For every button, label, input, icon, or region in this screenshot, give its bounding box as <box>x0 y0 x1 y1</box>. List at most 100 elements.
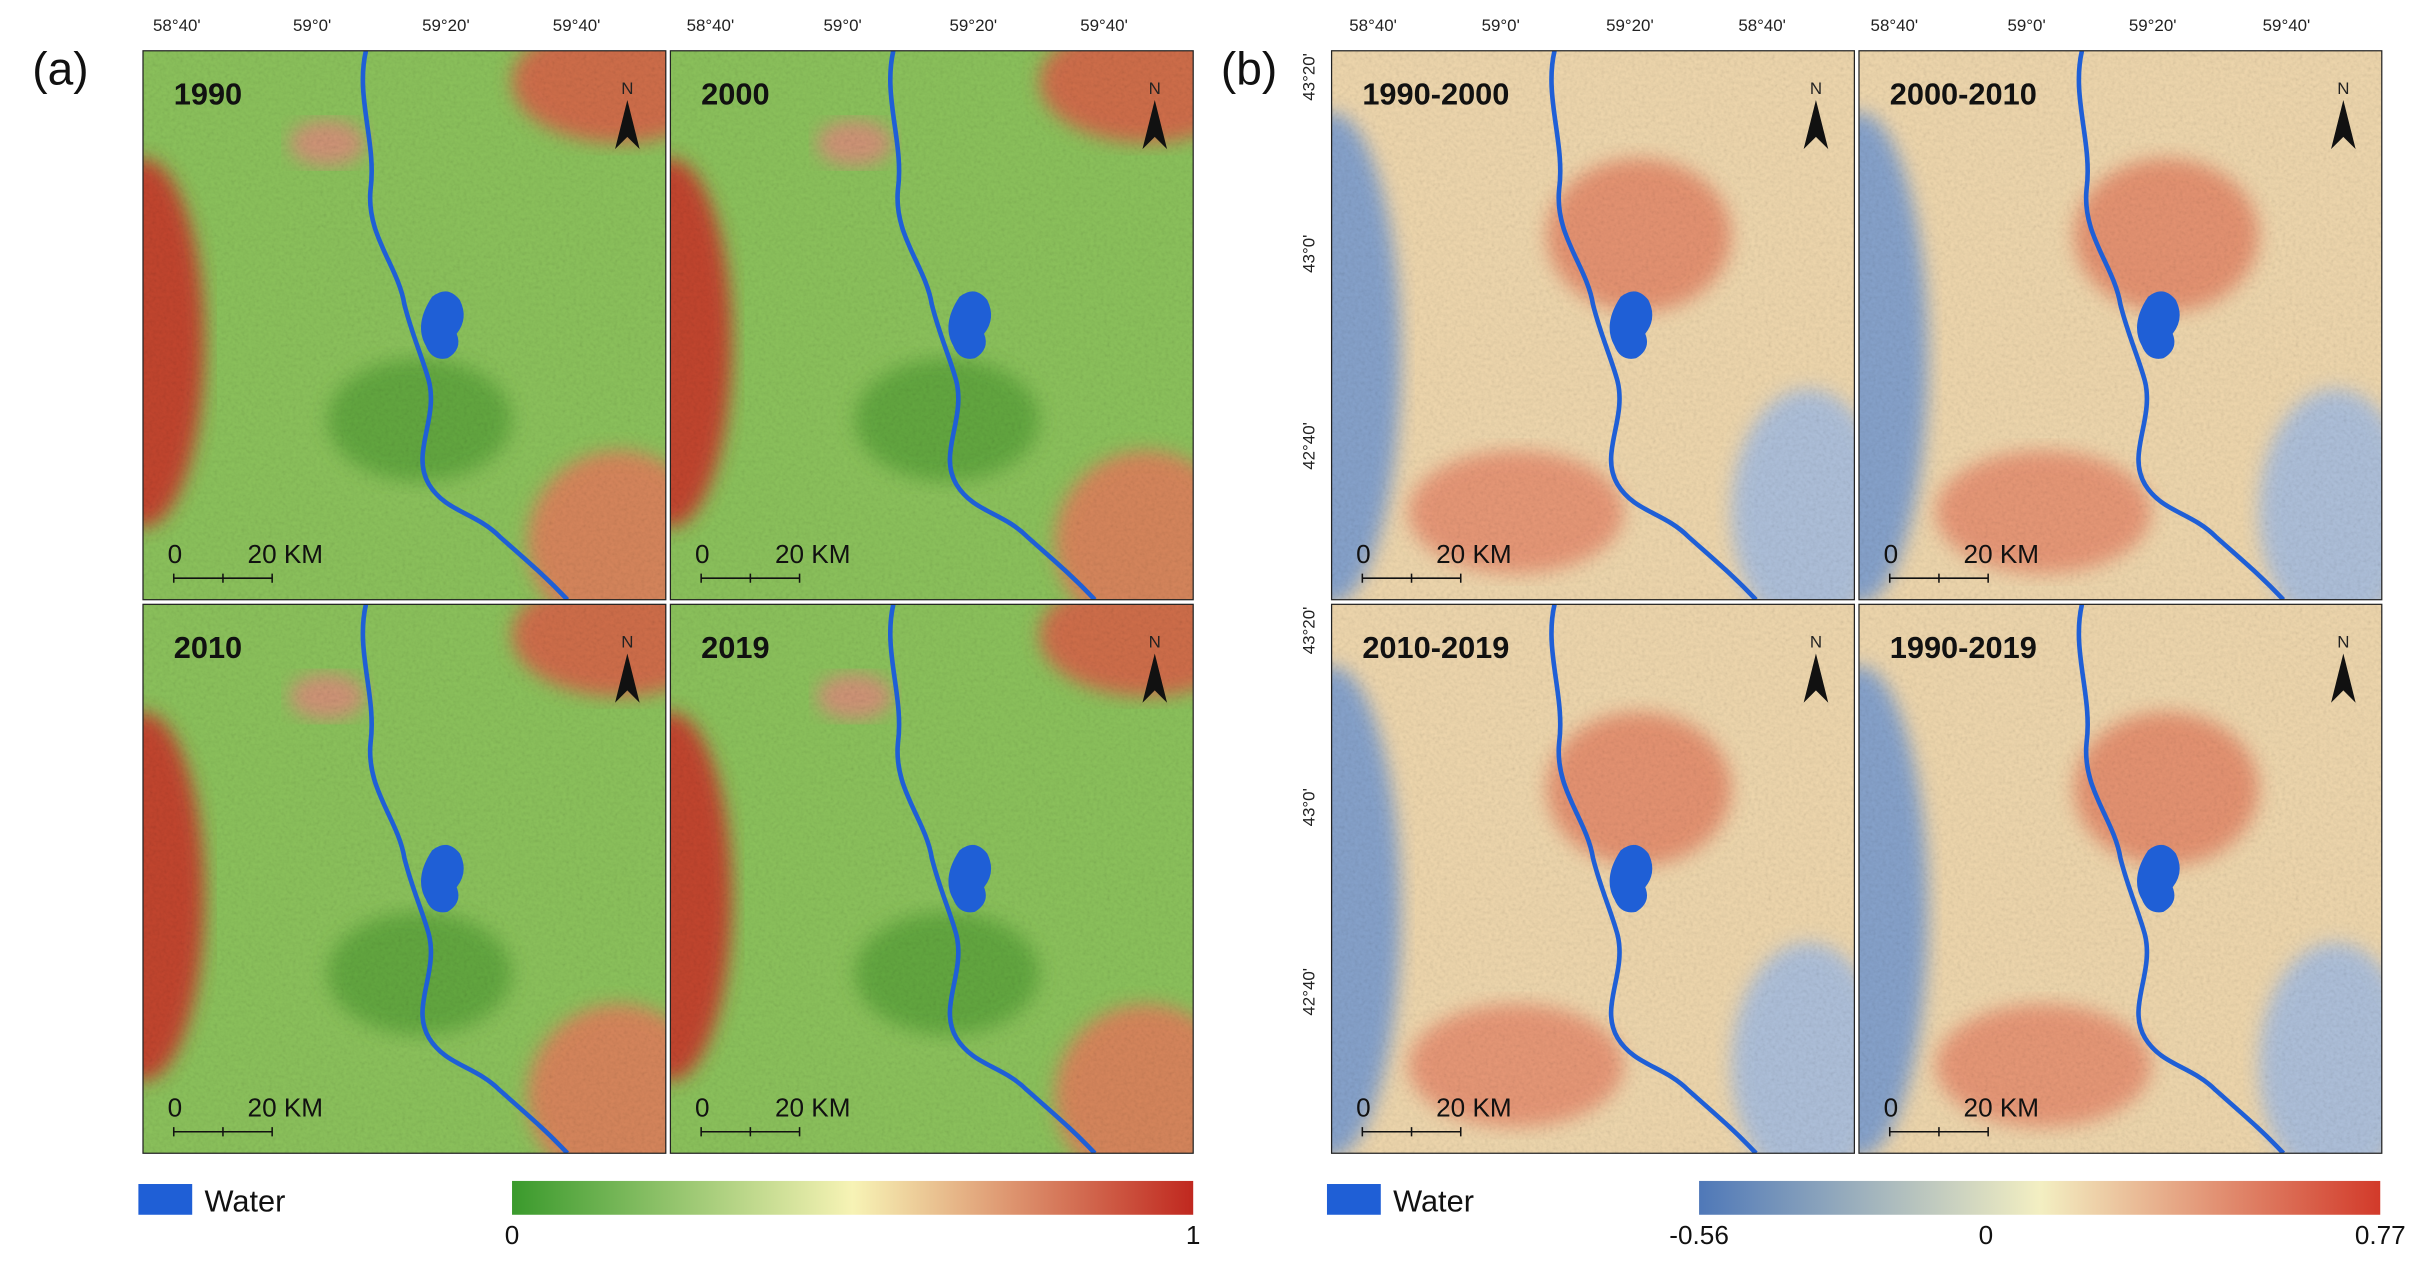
map: 1990-2019 N 0 20 KM <box>1858 604 2382 1154</box>
lat-tick: 43°0' <box>1300 788 1319 826</box>
lon-tick: 59°20' <box>2129 16 2177 35</box>
map-title: 1990 <box>174 77 242 112</box>
colorbar-tick: 0.77 <box>2355 1220 2406 1250</box>
map-texture <box>1331 604 1855 1154</box>
north-arrow <box>1142 653 1168 703</box>
north-arrow <box>1142 99 1168 150</box>
map-texture <box>142 50 666 600</box>
lat-tick: 42°40' <box>1300 968 1319 1016</box>
lake <box>948 291 992 359</box>
north-label: N <box>1810 632 1822 651</box>
map-texture <box>1858 604 2382 1154</box>
lon-tick: 59°0' <box>1482 16 1520 35</box>
scale-start: 0 <box>1356 1092 1371 1122</box>
scale-end: 20 KM <box>1964 539 2040 569</box>
scale-bar <box>700 1127 801 1137</box>
river <box>888 604 1097 1154</box>
scale-end: 20 KM <box>248 1092 324 1122</box>
north-label: N <box>2337 632 2349 651</box>
river <box>1549 604 1758 1154</box>
lake <box>1609 844 1653 913</box>
map: 2000-2010 N 0 20 KM <box>1858 50 2382 600</box>
lon-tick: 58°40' <box>687 16 735 35</box>
lat-tick: 43°20' <box>1300 53 1319 101</box>
map-title: 2000-2010 <box>1890 77 2037 112</box>
map: 1990 N 0 20 KM <box>142 50 666 600</box>
north-arrow <box>2331 653 2356 703</box>
scale-end: 20 KM <box>1436 539 1512 569</box>
lon-tick: 59°20' <box>422 16 470 35</box>
map-texture <box>670 604 1194 1154</box>
map-frame <box>1330 50 1855 601</box>
lat-tick: 43°0' <box>1300 235 1319 273</box>
lake <box>421 844 464 913</box>
river <box>360 50 570 600</box>
lon-tick: 59°0' <box>2007 16 2045 35</box>
river <box>2076 604 2286 1154</box>
north-arrow <box>1803 99 1829 150</box>
panel-label: (a) <box>32 43 88 95</box>
lon-tick: 58°40' <box>1738 16 1786 35</box>
lake <box>948 844 992 913</box>
map: 2019 N 0 20 KM <box>670 604 1194 1154</box>
lon-tick: 59°40' <box>2263 16 2311 35</box>
panel-label: (b) <box>1221 43 1277 95</box>
scale-bar <box>172 573 273 583</box>
north-label: N <box>621 79 633 98</box>
scale-bar <box>700 573 801 583</box>
lon-tick: 59°0' <box>824 16 862 35</box>
river <box>888 50 1097 600</box>
scale-start: 0 <box>168 1092 183 1122</box>
river <box>2076 50 2286 600</box>
lake <box>2136 844 2180 913</box>
scale-end: 20 KM <box>775 1092 851 1122</box>
scale-end: 20 KM <box>775 539 851 569</box>
scale-start: 0 <box>695 1092 710 1122</box>
colorbar-tick: 0 <box>1979 1220 1994 1250</box>
lon-tick: 59°0' <box>293 16 331 35</box>
scale-start: 0 <box>1884 1092 1899 1122</box>
colorbar <box>1699 1180 2381 1215</box>
scale-start: 0 <box>1356 539 1371 569</box>
north-arrow <box>615 99 640 150</box>
map-frame <box>142 50 667 601</box>
scale-end: 20 KM <box>1436 1092 1512 1122</box>
scale-end: 20 KM <box>248 539 324 569</box>
lake <box>1609 291 1653 359</box>
north-label: N <box>1810 79 1822 98</box>
water-swatch <box>1326 1184 1381 1215</box>
map: 2010 N 0 20 KM <box>142 604 666 1154</box>
colorbar-tick: -0.56 <box>1669 1220 1729 1250</box>
map-texture <box>142 604 666 1154</box>
lon-tick: 59°40' <box>553 16 601 35</box>
lon-tick: 59°20' <box>1606 16 1654 35</box>
colorbar <box>512 1180 1194 1215</box>
map-frame <box>1858 50 2383 601</box>
lake <box>2136 291 2180 359</box>
map-title: 2010-2019 <box>1362 630 1509 665</box>
map: 2010-2019 N 0 20 KM <box>1331 604 1855 1154</box>
lon-tick: 59°20' <box>950 16 998 35</box>
river <box>1549 50 1758 600</box>
scale-bar <box>1361 573 1462 583</box>
north-arrow <box>615 653 640 703</box>
map-frame <box>669 50 1194 601</box>
scale-start: 0 <box>695 539 710 569</box>
colorbar-tick: 1 <box>1186 1220 1201 1250</box>
map: 2000 N 0 20 KM <box>670 50 1194 600</box>
north-arrow <box>2331 99 2356 150</box>
map-title: 1990-2000 <box>1362 77 1509 112</box>
north-label: N <box>2337 79 2349 98</box>
water-label: Water <box>205 1184 286 1219</box>
map-frame <box>669 603 1194 1154</box>
north-label: N <box>1149 632 1161 651</box>
map-texture <box>670 50 1194 600</box>
lat-tick: 42°40' <box>1300 422 1319 470</box>
map-title: 1990-2019 <box>1890 630 2037 665</box>
lon-tick: 58°40' <box>1349 16 1397 35</box>
map-texture <box>1858 50 2382 600</box>
north-label: N <box>1149 79 1161 98</box>
scale-bar <box>1888 1127 1989 1137</box>
colorbar-tick: 0 <box>505 1220 520 1250</box>
